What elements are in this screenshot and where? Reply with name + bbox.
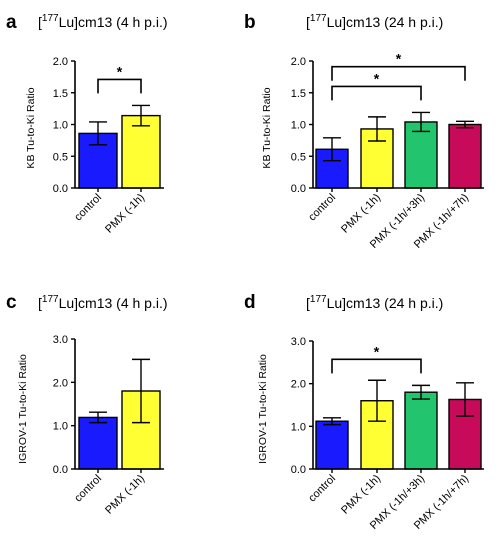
title-superscript: 177 (42, 13, 59, 24)
y-tick-label: 0.0 (53, 183, 68, 195)
x-tick-label: PMX (-1h) (103, 473, 147, 517)
x-tick-label: PMX (-1h) (103, 192, 147, 236)
significance-bracket (97, 78, 142, 94)
panel-label: c (6, 292, 17, 313)
y-tick-label: 0.0 (53, 464, 68, 476)
bar-4 (448, 123, 482, 189)
significance-star: * (374, 343, 380, 359)
x-tick-label: PMX (-1h) (339, 473, 383, 517)
y-tick-label: 0.5 (53, 151, 68, 163)
significance-bracket (331, 85, 422, 101)
y-tick-label: 1.0 (53, 421, 68, 433)
y-tick-label: 0.0 (291, 464, 306, 476)
bar-3 (404, 391, 438, 470)
title-prefix: [ (38, 295, 42, 311)
panel-title: [177Lu]cm13 (4 h p.i.) (38, 294, 168, 311)
panel-d: d [177Lu]cm13 (24 h p.i.) IGROV-1 Tu-to-Ki… (244, 292, 484, 532)
significance-star: * (396, 51, 402, 67)
y-tick-label: 3.0 (291, 336, 306, 348)
y-tick-label: 1.5 (53, 88, 68, 100)
panel-label: a (6, 12, 17, 33)
x-tick-label: control (306, 473, 338, 505)
panel-title: [177Lu]cm13 (4 h p.i.) (38, 13, 168, 30)
y-tick-label: 1.0 (53, 120, 68, 132)
bar-3 (404, 121, 438, 189)
title-suffix: Lu]cm13 (24 h p.i.) (327, 295, 444, 311)
y-axis-label: KB Tu-to-Ki Ratio (25, 87, 37, 168)
bar-2 (121, 114, 161, 189)
x-tick-label: control (306, 192, 338, 224)
y-tick-label: 0.5 (291, 151, 306, 163)
title-prefix: [ (306, 295, 310, 311)
title-suffix: Lu]cm13 (4 h p.i.) (59, 295, 168, 311)
title-superscript: 177 (310, 294, 327, 305)
bar-1 (315, 420, 349, 470)
significance-star: * (374, 70, 380, 86)
y-tick-label: 3.0 (53, 334, 68, 346)
panel-b: b [177Lu]cm13 (24 h p.i.) KB Tu-to-Ki Rati… (244, 12, 484, 251)
y-tick-label: 2.0 (291, 379, 306, 391)
x-tick-label: PMX (-1h) (339, 192, 383, 236)
y-tick-label: 2.0 (53, 377, 68, 389)
y-tick-label: 1.0 (291, 421, 306, 433)
panel-label: d (244, 292, 256, 313)
y-tick-label: 1.0 (291, 120, 306, 132)
x-tick-label: control (72, 192, 104, 224)
y-tick-label: 2.0 (53, 56, 68, 68)
panel-label: b (244, 12, 256, 33)
title-superscript: 177 (310, 13, 327, 24)
y-tick-label: 1.5 (291, 88, 306, 100)
panel-title: [177Lu]cm13 (24 h p.i.) (306, 294, 443, 311)
significance-star: * (117, 63, 123, 79)
title-superscript: 177 (42, 294, 59, 305)
y-tick-label: 2.0 (291, 56, 306, 68)
panel-c: c [177Lu]cm13 (4 h p.i.) IGROV-1 Tu-to-Ki … (6, 292, 168, 517)
title-suffix: Lu]cm13 (4 h p.i.) (59, 14, 168, 30)
panel-title: [177Lu]cm13 (24 h p.i.) (306, 13, 443, 30)
y-axis-label: IGROV-1 Tu-to-Ki Ratio (17, 354, 29, 464)
title-suffix: Lu]cm13 (24 h p.i.) (327, 14, 444, 30)
bar-1 (78, 416, 118, 470)
significance-bracket (331, 65, 466, 81)
y-tick-label: 0.0 (291, 183, 306, 195)
y-axis-label: IGROV-1 Tu-to-Ki Ratio (257, 354, 269, 464)
panel-a: a [177Lu]cm13 (4 h p.i.) KB Tu-to-Ki Ratio… (6, 12, 168, 236)
significance-bracket (331, 358, 422, 374)
y-axis-label: KB Tu-to-Ki Ratio (261, 87, 273, 168)
x-tick-label: control (72, 473, 104, 505)
title-prefix: [ (38, 14, 42, 30)
title-prefix: [ (306, 14, 310, 30)
